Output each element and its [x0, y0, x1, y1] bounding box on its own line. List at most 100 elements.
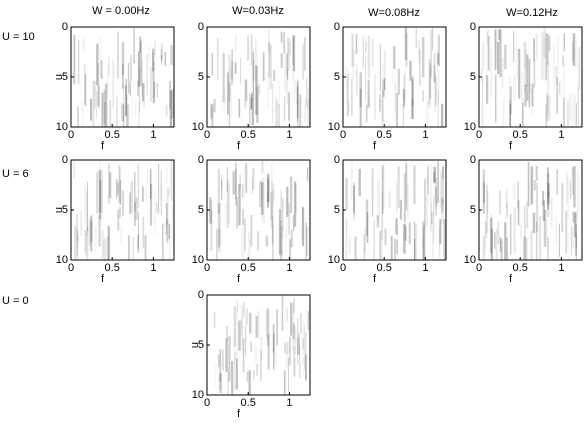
texture — [233, 352, 237, 391]
texture — [384, 228, 387, 246]
texture — [121, 103, 124, 122]
texture — [489, 213, 492, 260]
texture — [483, 181, 485, 204]
y-tick-label: 10 — [192, 389, 204, 401]
texture — [98, 161, 101, 184]
texture — [234, 162, 237, 200]
texture — [545, 104, 547, 127]
texture — [284, 342, 286, 354]
texture — [251, 179, 253, 194]
texture — [379, 43, 381, 92]
texture — [255, 315, 258, 338]
texture — [97, 37, 100, 75]
texture — [555, 66, 557, 85]
texture — [417, 40, 421, 63]
texture — [218, 228, 221, 253]
texture — [258, 84, 261, 95]
texture — [244, 218, 246, 252]
texture — [426, 100, 429, 127]
texture — [440, 180, 443, 224]
texture — [213, 102, 215, 119]
texture — [563, 33, 565, 52]
texture — [210, 209, 213, 251]
texture — [433, 172, 436, 184]
texture — [211, 52, 213, 76]
texture — [301, 206, 304, 241]
y-tick-label: 10 — [192, 121, 204, 133]
texture — [167, 187, 169, 216]
x-tick-label: 1 — [558, 262, 564, 274]
texture — [225, 326, 228, 340]
y-tick-label: 10 — [328, 121, 340, 133]
texture — [261, 161, 264, 174]
texture — [127, 62, 130, 94]
x-tick-label: 0 — [68, 129, 74, 141]
texture — [149, 183, 153, 226]
texture — [536, 221, 538, 260]
texture — [533, 59, 536, 88]
texture — [484, 220, 486, 255]
texture — [267, 334, 270, 370]
texture — [408, 222, 411, 245]
texture — [396, 239, 399, 255]
texture — [250, 341, 252, 353]
texture — [379, 230, 382, 260]
texture — [351, 33, 354, 67]
texture — [96, 172, 98, 214]
texture — [250, 97, 253, 111]
texture — [154, 40, 156, 58]
texture — [353, 185, 355, 214]
texture — [569, 180, 572, 200]
texture — [251, 92, 255, 126]
texture — [559, 81, 561, 95]
texture — [228, 184, 231, 224]
y-tick-label: 0 — [470, 154, 476, 166]
texture — [288, 42, 292, 55]
texture — [119, 179, 122, 205]
texture — [520, 73, 523, 99]
texture — [575, 224, 577, 260]
texture — [281, 295, 284, 331]
texture — [397, 166, 400, 209]
texture — [137, 163, 140, 209]
texture — [366, 212, 369, 243]
x-tick-label: 1 — [286, 129, 292, 141]
texture — [543, 209, 547, 247]
texture — [535, 165, 538, 182]
texture — [426, 174, 429, 185]
texture — [543, 27, 546, 58]
texture — [566, 100, 570, 127]
texture — [280, 53, 283, 69]
texture — [278, 81, 280, 108]
texture — [302, 44, 304, 80]
texture — [122, 83, 125, 122]
texture — [442, 166, 444, 205]
texture — [74, 225, 77, 260]
texture — [575, 102, 578, 127]
texture — [272, 224, 274, 260]
y-axis-label: u — [53, 74, 65, 80]
texture — [239, 57, 242, 85]
texture — [227, 371, 229, 395]
texture — [152, 81, 156, 104]
texture — [283, 369, 286, 395]
texture — [137, 212, 140, 250]
texture — [348, 239, 351, 254]
texture — [290, 229, 293, 248]
texture — [289, 336, 291, 365]
texture — [490, 49, 492, 98]
x-tick-label: 1 — [150, 262, 156, 274]
texture — [231, 61, 234, 80]
texture — [486, 32, 489, 46]
texture — [307, 98, 310, 127]
texture — [286, 197, 288, 237]
texture — [506, 202, 508, 219]
texture — [256, 45, 259, 87]
texture — [431, 224, 434, 260]
texture — [437, 53, 440, 65]
y-tick-label: 10 — [328, 254, 340, 266]
texture — [248, 231, 251, 260]
texture — [563, 58, 565, 100]
